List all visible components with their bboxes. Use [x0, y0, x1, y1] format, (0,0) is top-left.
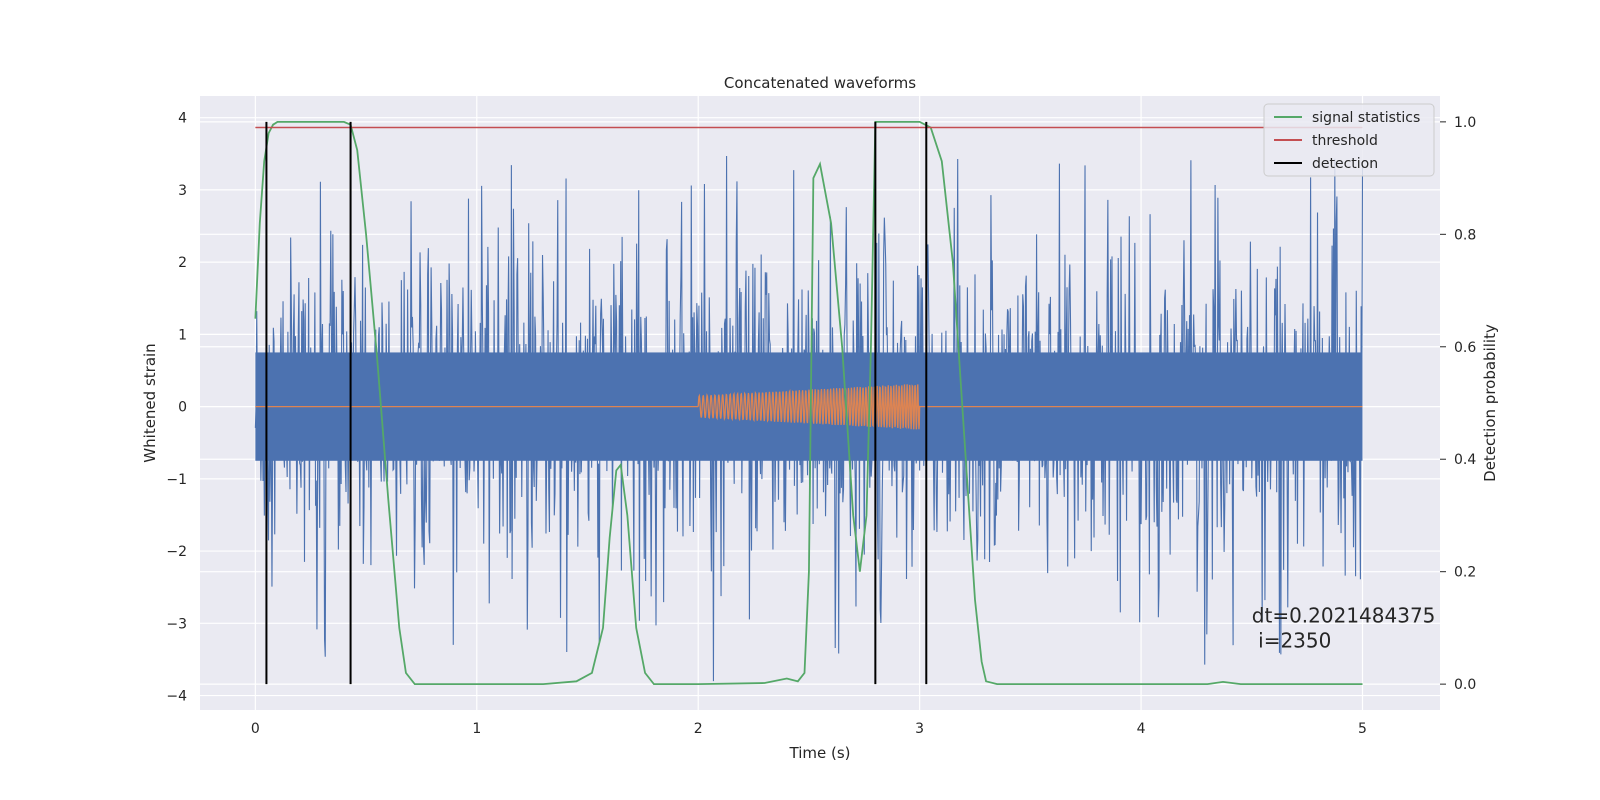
legend-label: detection [1312, 156, 1378, 172]
annotation-text: dt=0.2021484375 [1252, 603, 1436, 627]
y-tick-label-left: −2 [166, 544, 187, 560]
y-tick-label-right: 0.4 [1454, 452, 1476, 468]
y-tick-label-left: 0 [178, 400, 187, 416]
line-series [254, 120, 1363, 686]
y-tick-label-left: −3 [166, 616, 187, 632]
signal-statistics-line [254, 120, 1363, 686]
legend-label: signal statistics [1312, 110, 1420, 126]
y-tick-label-right: 0.2 [1454, 565, 1476, 581]
legend: signal statistics threshold detection [1263, 103, 1435, 177]
y-tick-label-right: 0.8 [1454, 227, 1476, 243]
legend-box [1263, 103, 1435, 177]
y-tick-label-right: 0.6 [1454, 340, 1476, 356]
x-tick-label: 5 [1358, 721, 1367, 737]
y-tick-label-left: −1 [166, 472, 187, 488]
y-tick-label-left: 4 [178, 111, 187, 127]
x-tick-label: 0 [251, 721, 260, 737]
tick-labels: 0 1 2 3 4 5 4 3 2 1 0 −1 −2 −3 −4 1.0 0.8 0.6 0.4 0.2 0.0 [166, 111, 1476, 737]
annotation-text: i=2350 [1252, 629, 1332, 653]
y-axis-label-left: Whitened strain [141, 343, 159, 462]
annotations: dt=0.2021484375 i=2350 [1252, 603, 1436, 652]
legend-label: threshold [1312, 133, 1378, 149]
y-tick-label-left: 2 [178, 255, 187, 271]
y-tick-label-left: −4 [166, 689, 187, 705]
x-tick-label: 3 [915, 721, 924, 737]
y-tick-label-left: 3 [178, 183, 187, 199]
x-axis-label: Time (s) [789, 744, 851, 762]
x-tick-label: 2 [694, 721, 703, 737]
injected-waveform-line [255, 384, 1363, 430]
y-tick-label-right: 1.0 [1454, 115, 1476, 131]
y-tick-label-right: 0.0 [1454, 677, 1476, 693]
y-tick-label-left: 1 [178, 327, 187, 343]
x-tick-label: 1 [472, 721, 481, 737]
x-tick-label: 4 [1137, 721, 1146, 737]
chart-title: Concatenated waveforms [724, 74, 916, 92]
y-axis-label-right: Detection probability [1481, 324, 1499, 482]
